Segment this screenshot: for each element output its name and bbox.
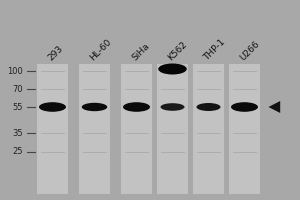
Bar [121,64,152,194]
Text: SiHa: SiHa [130,41,151,62]
Polygon shape [268,101,280,113]
Text: 70: 70 [12,84,22,94]
Bar [37,64,68,194]
Text: 293: 293 [46,44,64,62]
Ellipse shape [160,103,184,111]
Ellipse shape [196,103,220,111]
Text: 35: 35 [12,129,22,138]
Bar [157,64,188,194]
Ellipse shape [158,64,187,74]
Ellipse shape [82,103,107,111]
Text: 55: 55 [12,102,22,112]
Bar [79,64,110,194]
Text: K562: K562 [166,39,189,62]
Text: 100: 100 [7,66,22,75]
Text: THP-1: THP-1 [202,37,227,62]
Text: U266: U266 [238,39,261,62]
Bar [193,64,224,194]
Ellipse shape [39,102,66,112]
Ellipse shape [123,102,150,112]
Ellipse shape [231,102,258,112]
Bar [229,64,260,194]
Text: 25: 25 [12,148,22,156]
Text: HL-60: HL-60 [88,37,113,62]
